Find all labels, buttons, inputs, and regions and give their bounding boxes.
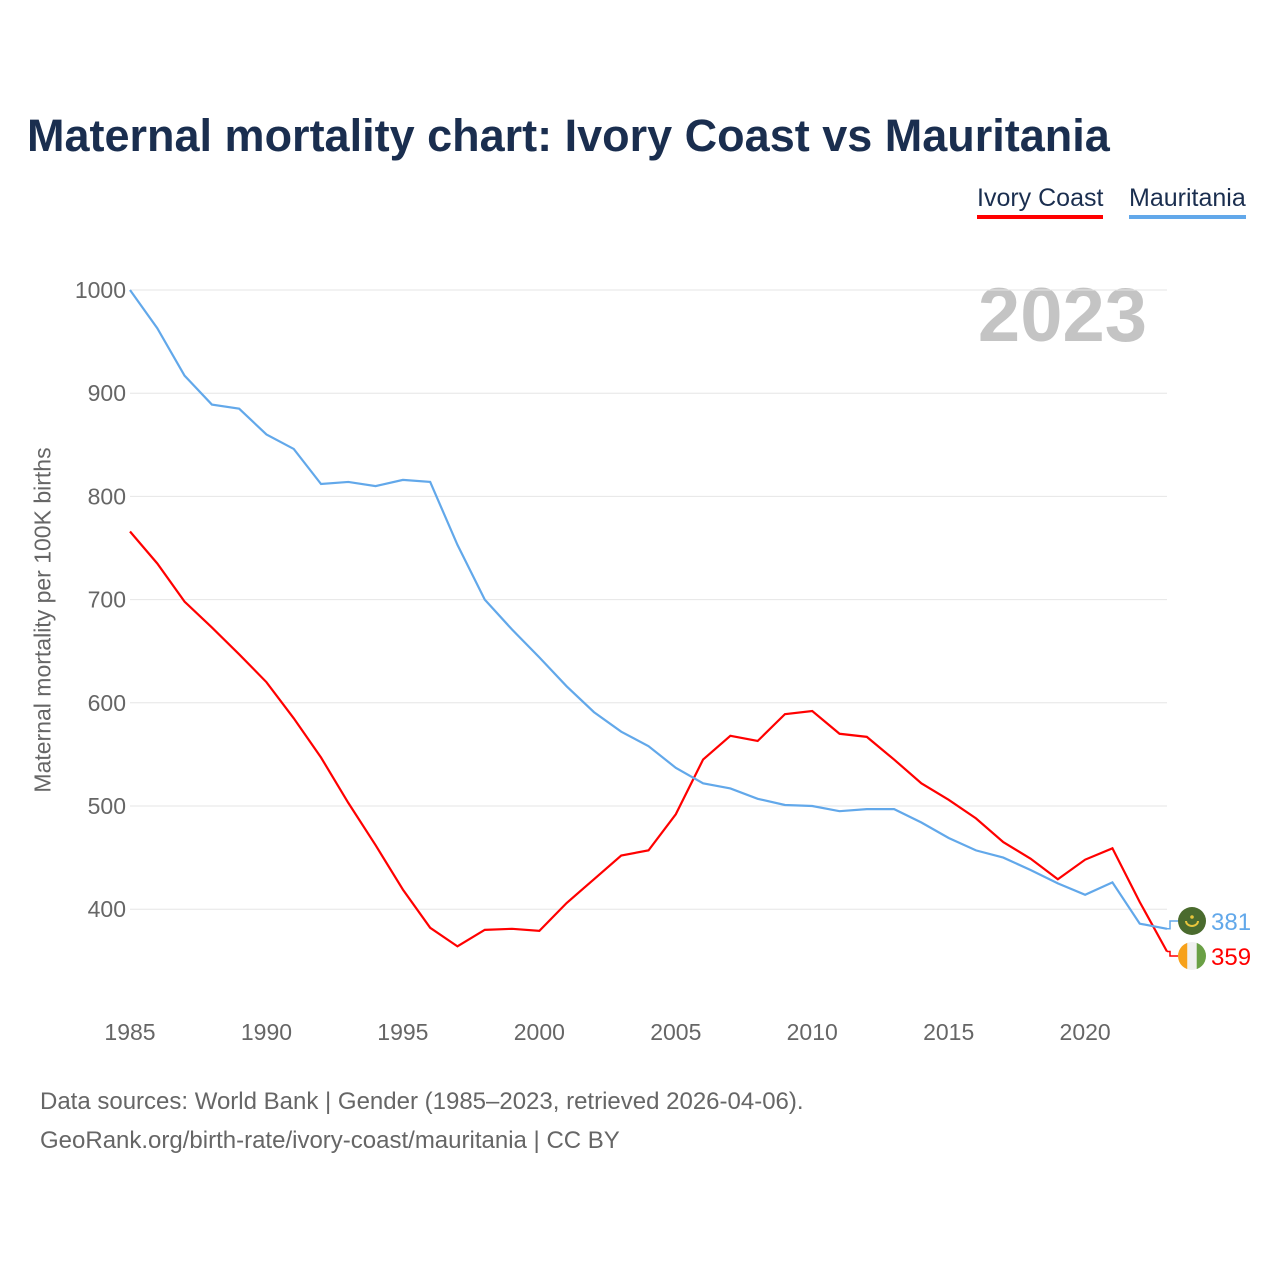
x-tick-label: 1990 xyxy=(241,1019,292,1045)
series-line-mauritania xyxy=(129,289,1168,930)
x-tick-label: 2005 xyxy=(650,1019,701,1045)
star-icon xyxy=(1190,915,1194,919)
y-tick-label: 400 xyxy=(88,896,126,922)
ivory-coast-flag-icon xyxy=(1196,942,1206,970)
x-tick-label: 1995 xyxy=(377,1019,428,1045)
y-tick-label: 500 xyxy=(88,793,126,819)
x-tick-label: 2015 xyxy=(923,1019,974,1045)
end-value-mauritania: 381 xyxy=(1211,909,1251,936)
year-label: 2023 xyxy=(977,273,1147,358)
legend-ivory-coast[interactable]: Ivory Coast xyxy=(977,184,1104,219)
y-tick-label: 600 xyxy=(88,690,126,716)
footer-link[interactable]: GeoRank.org/birth-rate/ivory-coast/mauri… xyxy=(40,1127,620,1154)
crescent-icon xyxy=(1185,920,1199,927)
y-tick-label: 700 xyxy=(88,587,126,613)
connector-mauritania xyxy=(1167,920,1178,930)
x-tick-label: 2010 xyxy=(787,1019,838,1045)
connector-ivory-coast xyxy=(1167,950,1178,957)
y-tick-label: 1000 xyxy=(75,277,126,303)
chart-title: Maternal mortality chart: Ivory Coast vs… xyxy=(27,110,1110,161)
y-tick-label: 900 xyxy=(88,380,126,406)
mauritania-flag-icon xyxy=(1178,907,1206,935)
footer-sources: Data sources: World Bank | Gender (1985–… xyxy=(40,1088,804,1115)
x-tick-label: 2000 xyxy=(514,1019,565,1045)
end-value-ivory-coast: 359 xyxy=(1211,944,1251,971)
series-line-ivory-coast xyxy=(129,530,1168,953)
legend-mauritania[interactable]: Mauritania xyxy=(1129,184,1246,219)
y-tick-label: 800 xyxy=(88,483,126,509)
x-tick-label: 1985 xyxy=(104,1019,155,1045)
x-tick-label: 2020 xyxy=(1060,1019,1111,1045)
ivory-coast-flag-icon xyxy=(1178,942,1188,970)
ivory-coast-flag-icon xyxy=(1187,942,1197,970)
